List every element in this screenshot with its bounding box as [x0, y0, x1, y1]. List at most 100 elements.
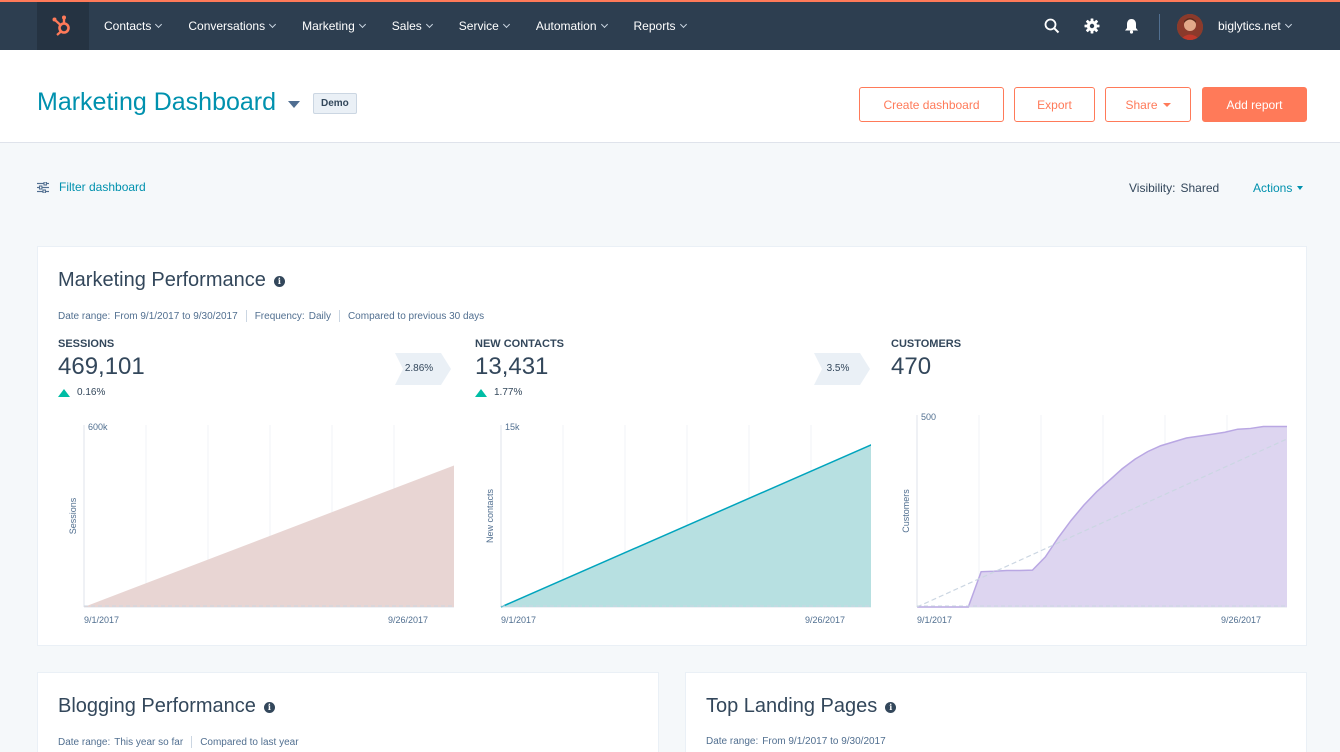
x-tick-label: 9/1/2017	[501, 615, 536, 625]
y-axis-label: New contacts	[485, 488, 495, 543]
comparison-text: Compared to previous 30 days	[347, 310, 485, 322]
landing-meta: Date range: From 9/1/2017 to 9/30/2017	[706, 736, 886, 747]
nav-sales[interactable]: Sales	[391, 19, 433, 33]
create-dashboard-button[interactable]: Create dashboard	[859, 87, 1004, 122]
chevron-down-icon	[679, 20, 687, 29]
gear-icon[interactable]	[1082, 16, 1102, 36]
bell-icon[interactable]	[1121, 16, 1141, 36]
visibility-label: Visibility:	[1129, 181, 1176, 195]
actions-label: Actions	[1253, 181, 1293, 195]
info-icon[interactable]: i	[885, 702, 897, 713]
nav-automation[interactable]: Automation	[535, 19, 608, 33]
share-button[interactable]: Share	[1105, 87, 1191, 122]
conversion-rate-2-value: 3.5%	[826, 363, 850, 374]
share-button-label: Share	[1125, 97, 1158, 112]
marketing-performance-card: Marketing Performance i Date range: From 9…	[37, 246, 1307, 646]
series-area	[917, 426, 1287, 607]
card-title-text: Top Landing Pages	[706, 695, 878, 717]
nav-automation-label: Automation	[535, 19, 597, 33]
kpi-sessions-label: SESSIONS	[58, 338, 115, 350]
new-contacts-chart: 15k New contacts 9/1/2017 9/26/2017	[485, 422, 871, 625]
frequency-label: Frequency:	[254, 310, 305, 322]
divider	[338, 310, 340, 322]
blogging-meta: Date range: This year so far Compared to …	[58, 736, 299, 748]
kpi-customers-value: 470	[891, 353, 932, 380]
nav-contacts[interactable]: Contacts	[104, 19, 163, 33]
series-line	[917, 425, 1287, 608]
demo-badge: Demo	[313, 93, 357, 114]
date-range-label: Date range:	[58, 310, 111, 322]
marketing-meta: Date range: From 9/1/2017 to 9/30/2017 Fr…	[58, 310, 484, 322]
conversion-rate-1-value: 2.86%	[404, 363, 434, 374]
chevron-down-icon	[269, 20, 277, 29]
filter-dashboard-label: Filter dashboard	[59, 180, 146, 194]
conversion-rate-2: 3.5%	[814, 353, 870, 385]
chevron-down-icon	[600, 20, 608, 29]
actions-dropdown[interactable]: Actions	[1253, 181, 1304, 195]
nav-service-label: Service	[458, 19, 499, 33]
nav-sales-label: Sales	[391, 19, 422, 33]
divider	[245, 310, 247, 322]
nav-conversations[interactable]: Conversations	[188, 19, 277, 33]
kpi-new-contacts-change-value: 1.77%	[494, 387, 523, 398]
info-icon[interactable]: i	[263, 702, 275, 713]
x-tick-label: 9/1/2017	[917, 615, 952, 625]
kpi-new-contacts-label: NEW CONTACTS	[475, 338, 565, 350]
nav-service[interactable]: Service	[458, 19, 510, 33]
info-icon[interactable]: i	[273, 276, 285, 287]
kpi-sessions-value: 469,101	[58, 353, 145, 380]
nav-contacts-label: Contacts	[104, 19, 152, 33]
conversion-rate-1: 2.86%	[395, 353, 451, 385]
account-name: biglytics.net	[1218, 19, 1281, 33]
search-icon[interactable]	[1042, 16, 1062, 36]
export-button[interactable]: Export	[1014, 87, 1095, 122]
hubspot-logo-icon[interactable]	[37, 2, 89, 50]
date-range-label: Date range:	[706, 736, 759, 747]
kpi-sessions-change: 0.16%	[58, 387, 105, 398]
nav-reports[interactable]: Reports	[633, 19, 687, 33]
trend-line	[916, 438, 1287, 608]
sessions-chart: 600k Sessions 9/1/2017 9/26/2017	[68, 422, 454, 625]
x-tick-label: 9/26/2017	[388, 615, 428, 625]
nav-divider	[1159, 14, 1160, 40]
series-area	[84, 465, 454, 607]
dashboard-title-dropdown[interactable]: Marketing Dashboard	[37, 88, 301, 117]
avatar[interactable]	[1177, 14, 1203, 40]
account-menu[interactable]: biglytics.net	[1218, 19, 1292, 33]
nav-conversations-label: Conversations	[188, 19, 266, 33]
caret-down-icon	[1162, 102, 1171, 107]
series-line	[500, 444, 871, 608]
date-range-value: From 9/1/2017 to 9/30/2017	[762, 736, 886, 747]
kpi-new-contacts-value: 13,431	[475, 353, 549, 380]
date-range-label: Date range:	[58, 736, 111, 748]
y-axis-label: Customers	[901, 489, 911, 533]
dashboard-header: Marketing Dashboard Demo Create dashboar…	[0, 50, 1340, 143]
card-title-text: Blogging Performance	[58, 695, 256, 717]
y-tick-label: 15k	[505, 422, 520, 432]
chevron-down-icon	[502, 20, 510, 29]
filter-dashboard-link[interactable]: Filter dashboard	[37, 180, 146, 194]
add-report-button[interactable]: Add report	[1202, 87, 1307, 122]
chevron-down-icon	[358, 20, 366, 29]
x-tick-label: 9/26/2017	[805, 615, 845, 625]
date-range-value: From 9/1/2017 to 9/30/2017	[114, 310, 238, 322]
comparison-text: Compared to last year	[200, 736, 299, 748]
caret-down-icon	[288, 101, 301, 108]
filter-icon	[37, 181, 49, 193]
trend-up-icon	[475, 388, 487, 397]
top-landing-pages-card: Top Landing Pages i Date range: From 9/1/2…	[685, 672, 1307, 752]
card-title-text: Marketing Performance	[58, 269, 266, 291]
visibility-value: Shared	[1180, 181, 1220, 195]
blogging-performance-card: Blogging Performance i Date range: This ye…	[37, 672, 659, 752]
y-tick-label: 500	[921, 412, 936, 422]
marketing-performance-title: Marketing Performance i	[58, 269, 285, 292]
top-nav: Contacts Conversations Marketing Sales S…	[0, 0, 1340, 50]
nav-reports-label: Reports	[633, 19, 676, 33]
nav-marketing[interactable]: Marketing	[302, 19, 366, 33]
y-axis-label: Sessions	[68, 497, 78, 534]
y-tick-label: 600k	[88, 422, 108, 432]
top-landing-pages-title: Top Landing Pages i	[706, 695, 897, 718]
chevron-down-icon	[1284, 20, 1292, 29]
caret-down-icon	[1297, 186, 1304, 190]
chevron-down-icon	[155, 20, 163, 29]
